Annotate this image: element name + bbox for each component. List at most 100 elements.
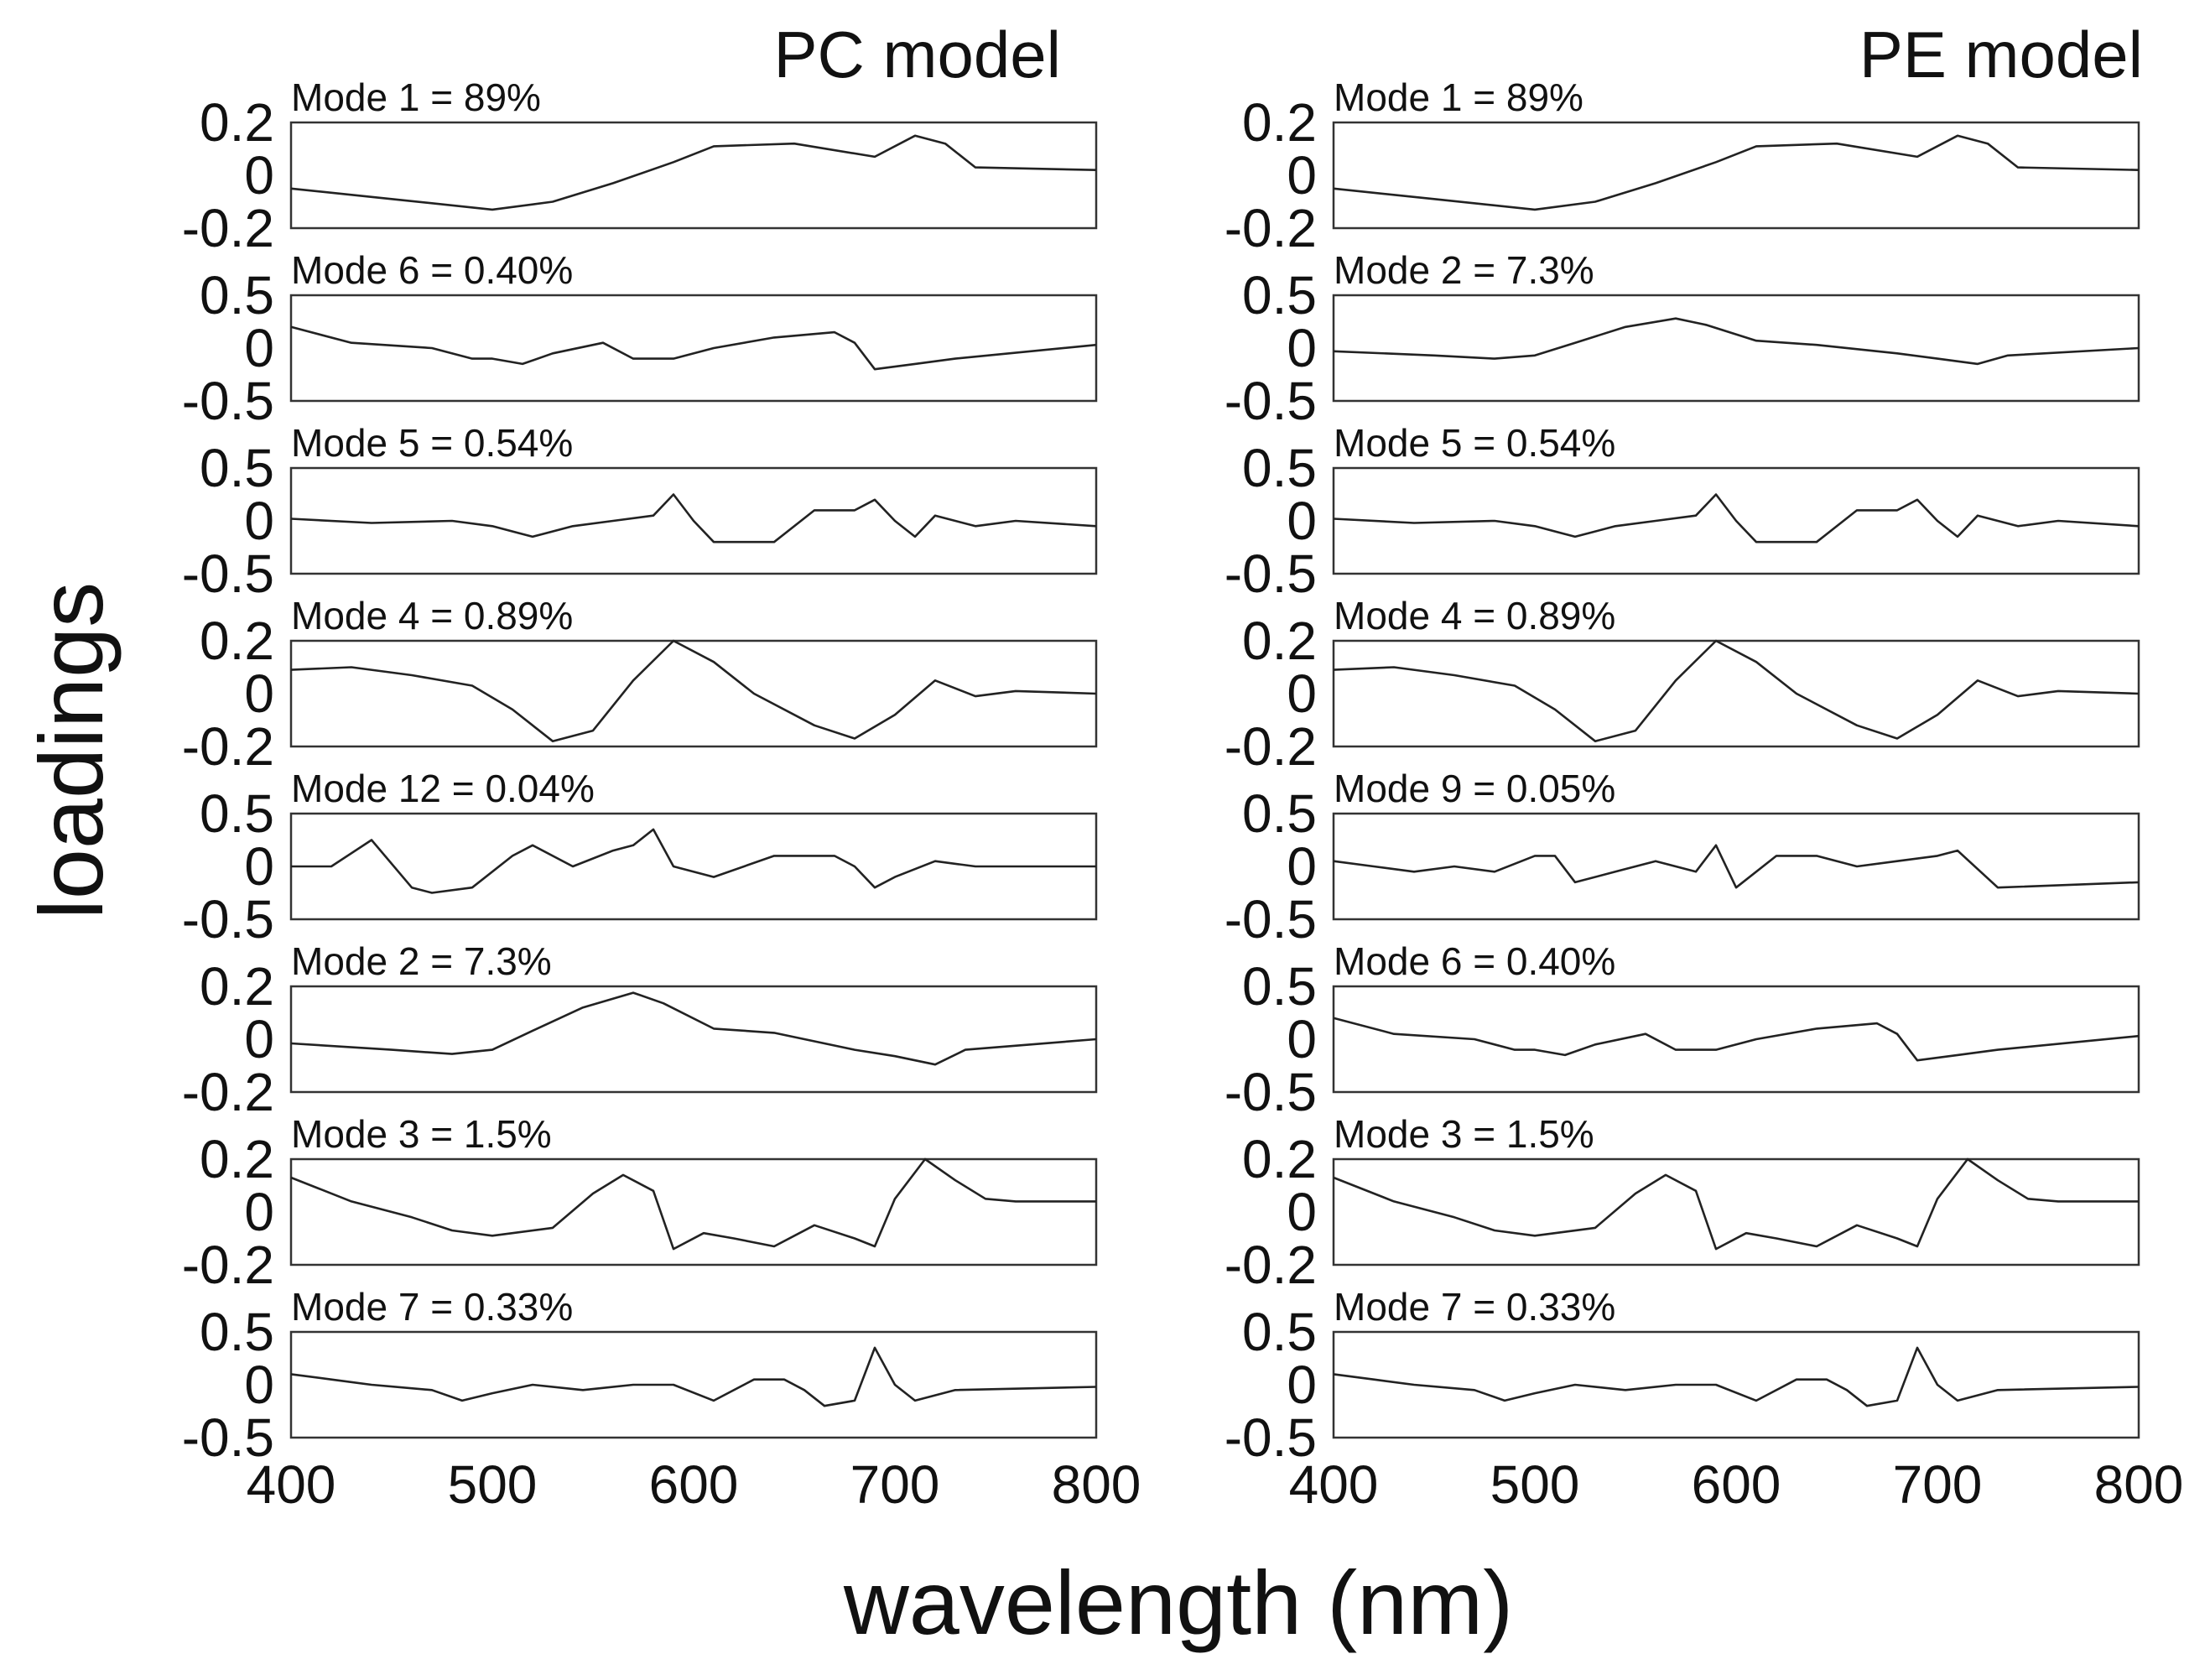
panel-frame — [289, 121, 1098, 230]
y-tick-label: 0.2 — [1242, 1129, 1317, 1189]
y-tick-label: 0 — [244, 1009, 274, 1069]
loading-curve — [290, 1346, 1097, 1407]
mode-panel: Mode 2 = 7.3% 0.50-0.5 — [1225, 248, 2140, 431]
panel-frame — [289, 985, 1098, 1094]
mode-panel: Mode 3 = 1.5% 0.20-0.2 — [1225, 1112, 2140, 1295]
x-tick-label: 700 — [1893, 1454, 1983, 1515]
loading-curve — [1333, 1346, 2140, 1407]
y-tick-label: -0.5 — [1225, 371, 1317, 431]
loading-curve — [290, 639, 1097, 742]
x-tick-label: 600 — [1692, 1454, 1781, 1515]
loading-curve — [1333, 493, 2140, 544]
y-tick-label: 0.5 — [1242, 1302, 1317, 1362]
y-tick-label: 0 — [244, 145, 274, 205]
panel-label: Mode 3 = 1.5% — [1334, 1112, 1594, 1156]
mode-panel: Mode 1 = 89% 0.20-0.2 — [182, 75, 1098, 258]
y-tick-label: -0.2 — [1225, 716, 1317, 777]
panel-frame — [1332, 812, 2140, 921]
x-tick-label: 400 — [1289, 1454, 1379, 1515]
y-tick-label: 0 — [244, 318, 274, 378]
mode-panel: Mode 6 = 0.40% 0.50-0.5 — [1225, 939, 2140, 1122]
loading-curve — [290, 134, 1097, 211]
y-tick-label: 0.2 — [1242, 92, 1317, 153]
panel-label: Mode 7 = 0.33% — [291, 1285, 573, 1329]
panel-frame — [289, 294, 1098, 403]
panel-frame — [1332, 294, 2140, 403]
mode-panel: Mode 2 = 7.3% 0.20-0.2 — [182, 939, 1098, 1122]
panel-label: Mode 3 = 1.5% — [291, 1112, 552, 1156]
x-axis-label: wavelength (nm) — [843, 1552, 1513, 1653]
panel-label: Mode 9 = 0.05% — [1334, 767, 1615, 810]
y-tick-label: 0.5 — [1242, 783, 1317, 844]
y-tick-label: -0.5 — [182, 544, 274, 604]
x-tick-label: 500 — [1490, 1454, 1580, 1515]
panel-label: Mode 6 = 0.40% — [291, 248, 573, 292]
loading-curve — [291, 828, 1096, 894]
panel-frame — [1332, 466, 2140, 575]
y-tick-label: -0.2 — [182, 1235, 274, 1295]
y-tick-label: 0.5 — [1242, 265, 1317, 325]
y-tick-label: 0.2 — [200, 611, 274, 671]
loading-curve — [290, 1157, 1096, 1251]
panel-frame — [1332, 1157, 2140, 1267]
y-tick-label: 0.5 — [200, 1302, 274, 1362]
panel-label: Mode 5 = 0.54% — [291, 421, 573, 465]
mode-panel: Mode 4 = 0.89% 0.20-0.2 — [182, 594, 1098, 777]
panel-label: Mode 6 = 0.40% — [1334, 939, 1615, 983]
y-tick-label: 0.5 — [1242, 956, 1317, 1017]
panel-frame — [289, 1330, 1098, 1439]
panel-label: Mode 4 = 0.89% — [291, 594, 573, 637]
y-tick-label: -0.5 — [1225, 544, 1317, 604]
y-tick-label: 0 — [244, 836, 274, 897]
y-tick-label: 0.2 — [1242, 611, 1317, 671]
y-tick-label: 0 — [1287, 836, 1317, 897]
panel-frame — [289, 1157, 1098, 1267]
panel-frame — [1332, 985, 2140, 1094]
y-tick-label: 0 — [1287, 145, 1317, 205]
y-tick-label: 0 — [244, 1182, 274, 1242]
panel-label: Mode 12 = 0.04% — [291, 767, 595, 810]
loading-curve — [1333, 1017, 2140, 1062]
mode-panel: Mode 9 = 0.05% 0.50-0.5 — [1225, 767, 2140, 949]
y-tick-label: 0 — [1287, 663, 1317, 724]
y-tick-label: 0 — [1287, 1009, 1317, 1069]
loading-curve — [1333, 134, 2140, 211]
y-tick-label: -0.2 — [182, 198, 274, 258]
mode-panel: Mode 1 = 89% 0.20-0.2 — [1225, 75, 2140, 258]
y-tick-label: 0 — [244, 1355, 274, 1415]
mode-panel: Mode 5 = 0.54% 0.50-0.5 — [1225, 421, 2140, 604]
mode-panel: Mode 3 = 1.5% 0.20-0.2 — [182, 1112, 1098, 1295]
panel-label: Mode 2 = 7.3% — [1334, 248, 1594, 292]
y-tick-label: -0.2 — [1225, 1235, 1317, 1295]
x-tick-label: 400 — [247, 1454, 336, 1515]
panel-label: Mode 1 = 89% — [1334, 75, 1583, 119]
loading-curve — [290, 991, 1097, 1066]
mode-panel: Mode 6 = 0.40% 0.50-0.5 — [182, 248, 1098, 431]
x-tick-label: 700 — [850, 1454, 940, 1515]
pe-model-title: PE model — [1859, 18, 2143, 91]
y-tick-label: 0.5 — [200, 438, 274, 498]
y-tick-label: 0 — [1287, 1182, 1317, 1242]
y-tick-label: 0.5 — [200, 265, 274, 325]
panel-label: Mode 4 = 0.89% — [1334, 594, 1615, 637]
y-tick-label: -0.5 — [182, 889, 274, 949]
y-tick-label: 0 — [1287, 491, 1317, 551]
y-tick-label: -0.2 — [1225, 198, 1317, 258]
y-tick-label: 0.5 — [1242, 438, 1317, 498]
panel-frame — [289, 466, 1098, 575]
mode-panel: Mode 5 = 0.54% 0.50-0.5 — [182, 421, 1098, 604]
loading-curve — [1333, 844, 2140, 889]
y-tick-label: -0.5 — [1225, 1062, 1317, 1122]
panel-frame — [289, 639, 1098, 748]
y-tick-label: -0.2 — [182, 1062, 274, 1122]
y-tick-label: -0.5 — [182, 371, 274, 431]
pc-model-title: PC model — [774, 18, 1061, 91]
panel-frame — [1332, 639, 2140, 748]
panel-frame — [1332, 121, 2140, 230]
y-tick-label: 0 — [1287, 1355, 1317, 1415]
